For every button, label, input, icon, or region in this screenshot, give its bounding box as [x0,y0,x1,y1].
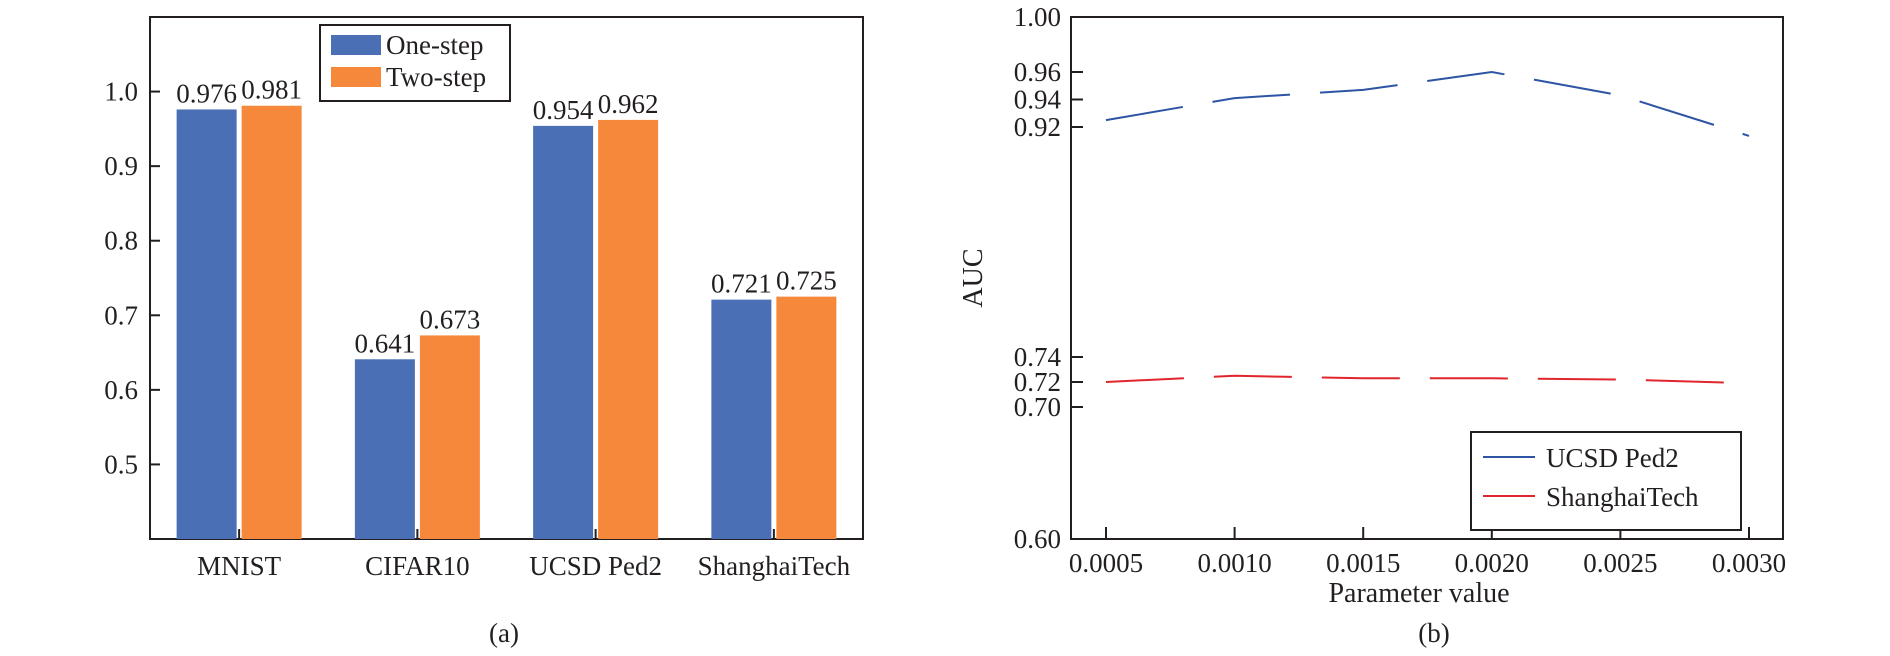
bar-chart-legend: One-step Two-step [319,24,511,102]
bar-one-step-cifar10 [354,359,415,539]
bar-chart-category-label: ShanghaiTech [698,551,851,581]
bar-data-label: 0.673 [420,304,481,334]
line-chart-x-tick-label: 0.0025 [1583,548,1657,578]
bar-chart-category-label: MNIST [197,551,282,581]
line-chart-y-tick-label: 0.92 [1014,112,1061,142]
line-chart-y-tick-label: 0.70 [1014,392,1061,422]
line-chart-y-axis: 0.60 0.700.720.74 0.920.940.96 1.00 [1014,2,1083,554]
bar-data-label: 0.641 [355,328,416,358]
bar-chart-y-tick-label: 0.5 [104,449,138,479]
line-chart-y-tick-label: 0.94 [1014,85,1062,115]
line-chart-y-tick-label: 1.00 [1014,2,1061,32]
bar-chart-y-axis: 0.5 0.6 0.7 0.8 0.9 1.0 [104,77,160,479]
line-chart-x-tick-label: 0.0020 [1455,548,1529,578]
bar-chart-x-axis: MNIST CIFAR10 UCSD Ped2 ShanghaiTech [197,529,851,581]
series-line-shanghaitech [1105,374,1750,385]
line-chart-y-tick-label: 0.74 [1014,342,1062,372]
bar-data-label: 0.725 [776,266,837,296]
bar-one-step-mnist [176,109,237,540]
bar-two-step-shanghaitech [776,296,837,539]
line-chart-x-axis-label: Parameter value [1328,578,1509,609]
line-chart-legend-box [1470,431,1742,531]
line-chart-y-tick-label: 0.60 [1014,524,1061,554]
line-chart-panel: 0.600.700.720.740.920.940.961.00 0.0005 0… [958,2,1786,648]
bar-two-step-mnist [241,105,302,540]
bar-one-step-ucsd-ped2 [533,125,594,540]
line-chart-y-tick-label: 0.72 [1014,367,1061,397]
bar-data-label: 0.954 [533,95,594,125]
bar-chart-panel: 0.50.60.70.80.91.0 0.976 0.9810.6410.6730… [104,16,864,648]
line-chart-y-axis-label: AUC [958,248,989,307]
bar-data-label: 0.721 [711,269,772,299]
bar-chart-category-label: CIFAR10 [365,551,470,581]
line-chart-plot-frame [1070,16,1784,540]
legend-label-two-step: Two-step [386,62,486,92]
bar-chart-bars [176,105,837,540]
bar-chart-y-tick-label: 0.7 [104,300,138,330]
bar-chart-plot-frame [149,16,864,540]
bar-data-label: 0.976 [176,78,237,108]
bar-chart-caption: (a) [489,618,519,648]
line-chart-legend: UCSD Ped2 ShanghaiTech [1470,431,1742,531]
line-chart-x-tick-label: 0.0030 [1712,548,1786,578]
bar-chart-y-tick-label: 1.0 [104,77,138,107]
bar-chart-category-label: UCSD Ped2 [529,551,662,581]
line-chart-y-tick-label: 0.96 [1014,57,1061,87]
legend-label-shanghaitech: ShanghaiTech [1546,482,1699,512]
bar-two-step-cifar10 [419,335,480,539]
line-chart-x-tick-label: 0.0005 [1069,548,1143,578]
legend-label-one-step: One-step [386,30,483,60]
legend-label-ucsd-ped2: UCSD Ped2 [1546,443,1679,473]
bar-chart-y-tick-label: 0.9 [104,151,138,181]
series-line-ucsd-ped2 [1105,70,1750,137]
line-chart-caption: (b) [1418,618,1449,648]
bar-one-step-shanghaitech [711,299,772,539]
legend-swatch-one-step [331,35,381,55]
line-chart-series [1105,70,1750,385]
bar-chart-y-tick-label: 0.8 [104,226,138,256]
bar-data-label: 0.962 [598,89,659,119]
legend-swatch-two-step [331,67,381,87]
bar-data-label: 0.981 [241,75,302,105]
line-chart-x-axis: 0.0005 0.0010 0.0015 0.0020 0.0025 0.0030 [1069,527,1786,578]
line-chart-x-tick-label: 0.0010 [1197,548,1271,578]
bar-two-step-ucsd-ped2 [598,119,659,539]
line-chart-x-tick-label: 0.0015 [1326,548,1400,578]
bar-chart-y-tick-label: 0.6 [104,375,138,405]
